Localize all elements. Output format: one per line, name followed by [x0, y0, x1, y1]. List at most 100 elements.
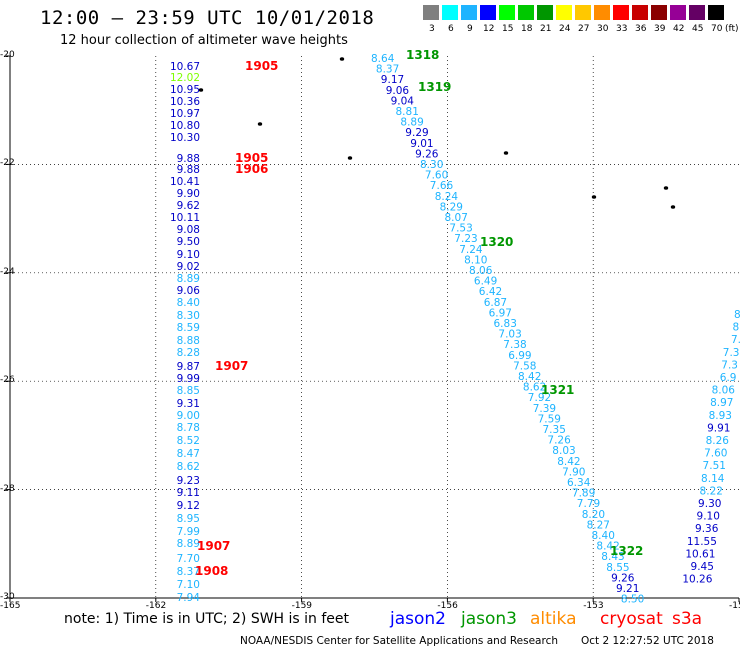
wave-height-value: 8.97	[710, 397, 733, 409]
wave-height-value: 8.40	[177, 297, 200, 309]
wave-height-value: 8.78	[177, 422, 200, 434]
wave-height-value: 8.85	[177, 385, 200, 397]
colorbar-swatch	[556, 5, 572, 20]
island-marker	[347, 156, 353, 160]
islands	[198, 57, 676, 209]
pass-time-label: 1905	[235, 151, 268, 165]
wave-height-value: 9.26	[415, 148, 439, 160]
wave-height-value: 8.89	[177, 273, 200, 285]
colorbar-swatch	[442, 5, 458, 20]
colorbar-label: 24	[559, 24, 571, 34]
pass-time-label: 1322	[610, 544, 643, 558]
wave-height-value: 8.06	[712, 385, 736, 397]
wave-height-value: 7.39	[533, 403, 556, 415]
wave-height-value: 7.60	[425, 170, 448, 182]
lat-label: -30	[0, 592, 15, 602]
wave-height-value: 8.88	[177, 335, 200, 347]
wave-height-value: 10.80	[170, 120, 200, 132]
wave-height-value: 9.88	[177, 164, 200, 176]
colorbar-swatch	[708, 5, 724, 20]
wave-height-value: 8.20	[582, 509, 605, 521]
legend-cryosat: cryosat	[600, 609, 663, 629]
pass-time-label: 1905	[245, 59, 278, 73]
lat-label: -24	[0, 266, 15, 277]
wave-height-value: 7.38	[503, 339, 526, 351]
lat-label: -26	[0, 375, 15, 386]
colorbar-label: 9	[467, 24, 473, 34]
wave-height-value: 9.21	[616, 583, 639, 595]
wave-height-value: 8.42	[518, 371, 541, 383]
wave-height-value: 8.37	[177, 566, 200, 578]
wave-height-value: 7.70	[177, 553, 200, 565]
wave-height-value: 9.12	[177, 500, 200, 512]
colorbar-swatch	[613, 5, 629, 20]
colorbar-label: 33	[616, 24, 628, 34]
colorbar-label: 18	[521, 24, 533, 34]
footer-note: note: 1) Time is in UTC; 2) SWH is in fe…	[64, 611, 350, 627]
lon-label: -153	[583, 601, 604, 611]
wave-height-value: 9.99	[177, 373, 200, 385]
wave-height-value: 9.06	[177, 285, 201, 297]
wave-height-value: 9.50	[177, 236, 200, 248]
colorbar-swatch	[537, 5, 553, 20]
legend-altika: altika	[530, 609, 577, 629]
wave-height-value: 6.42	[479, 286, 502, 298]
wave-height-value: 8.50	[621, 594, 644, 606]
wave-height-value: 7.26	[547, 435, 571, 447]
wave-height-value: 6.99	[508, 350, 531, 362]
wave-height-value: 9.62	[177, 200, 200, 212]
island-marker	[339, 57, 345, 61]
pass-time-label: 1907	[215, 359, 248, 373]
satellite-tracks: 10.6712.0210.9510.3610.9710.8010.309.889…	[170, 53, 740, 606]
colorbar-swatch	[689, 5, 705, 20]
wave-height-value: 9.30	[698, 498, 721, 510]
wave-height-value: 8.93	[709, 410, 732, 422]
colorbar-unit: (ft)	[725, 24, 739, 34]
wave-height-value: 8.26	[706, 435, 730, 447]
lon-label: -156	[437, 601, 458, 611]
wave-height-value: 10.95	[170, 84, 200, 96]
wave-height-value: 8.89	[400, 117, 423, 129]
wave-height-value: 9.90	[177, 188, 200, 200]
colorbar-label: 3	[429, 24, 435, 34]
wave-height-value: 9.02	[177, 261, 200, 273]
lon-label: -15	[729, 601, 740, 611]
wave-height-value: 9.31	[177, 398, 200, 410]
page-subtitle: 12 hour collection of altimeter wave hei…	[60, 33, 348, 48]
wave-height-value: 8.14	[701, 473, 725, 485]
wave-height-value: 8.62	[523, 382, 546, 394]
wave-height-value: 7.90	[562, 466, 585, 478]
wave-height-value: 9.06	[386, 85, 410, 97]
island-marker	[257, 122, 263, 126]
colorbar-label: 36	[635, 24, 647, 34]
wave-height-value: 8.24	[435, 191, 459, 203]
wave-height-value: 8.	[734, 309, 740, 321]
colorbar-swatch	[651, 5, 667, 20]
wave-height-value: 7.51	[703, 460, 726, 472]
wave-height-value: 6.49	[474, 276, 497, 288]
wave-height-value: 10.67	[170, 61, 200, 73]
wave-height-value: 8.	[732, 322, 740, 334]
wave-height-value: 8.42	[596, 541, 619, 553]
wave-height-value: 12.02	[170, 72, 200, 84]
wave-height-value: 10.61	[685, 548, 715, 560]
island-marker	[670, 205, 676, 209]
pass-time-label: 1908	[195, 564, 228, 578]
colorbar-swatch	[575, 5, 591, 20]
pass-time-label: 1319	[418, 80, 451, 94]
pass-time-label: 1321	[541, 383, 574, 397]
wave-height-value: 9.10	[177, 249, 200, 261]
lon-label: -165	[0, 601, 21, 611]
wave-height-value: 8.43	[601, 551, 624, 563]
legend-s3a: s3a	[672, 609, 703, 629]
wave-height-value: 9.17	[381, 74, 404, 86]
wave-height-value: 8.03	[552, 445, 575, 457]
wave-height-value: 7.03	[498, 329, 521, 341]
legend-jason2: jason2	[390, 609, 446, 629]
colorbar-swatch	[423, 5, 439, 20]
wave-height-value: 7.66	[430, 180, 454, 192]
wave-height-value: 6.83	[494, 318, 517, 330]
wave-height-value: 7.	[731, 334, 740, 346]
colorbar-label: 27	[578, 24, 590, 34]
wave-height-value: 9.08	[177, 224, 200, 236]
